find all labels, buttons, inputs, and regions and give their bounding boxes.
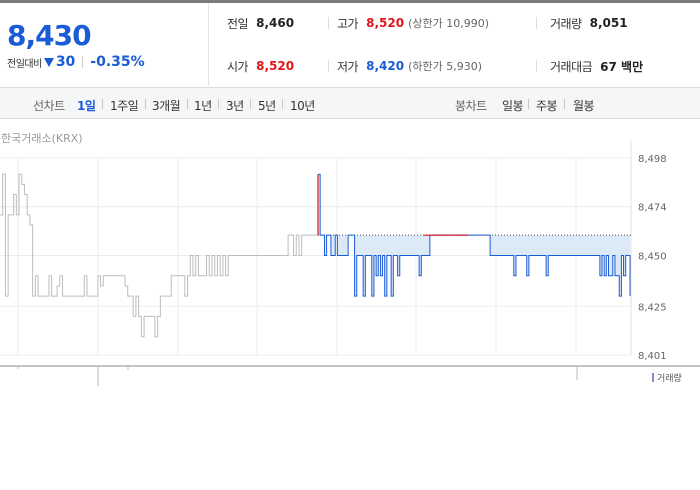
- period-monthly[interactable]: 월봉: [573, 99, 595, 113]
- stat-open: 시가 8,520: [227, 56, 294, 76]
- period-1w[interactable]: 1주일: [110, 99, 139, 113]
- change-row: 전일대비 30 -0.35%: [7, 54, 145, 70]
- stat-value: 8,520: [366, 16, 405, 30]
- divider: [82, 56, 84, 68]
- stat-label: 저가: [337, 59, 359, 74]
- period-5y[interactable]: 5년: [258, 99, 276, 113]
- line-chart-title: 선차트: [33, 99, 65, 113]
- period-1y[interactable]: 1년: [194, 99, 212, 113]
- y-tick-label: 8,474: [638, 203, 667, 214]
- divider: [536, 60, 537, 72]
- stat-high: 고가 8,520 (상한가 10,990): [337, 13, 489, 33]
- stat-value: 8,520: [256, 59, 295, 73]
- stat-value: 67 백만: [600, 59, 644, 74]
- period-selector: 선차트 1일 1주일 3개월 1년 3년 5년 10년 봉차트 일봉 주봉 월봉: [0, 87, 700, 119]
- period-weekly[interactable]: 주봉: [536, 99, 558, 113]
- divider: [282, 99, 283, 109]
- y-tick-label: 8,498: [638, 154, 667, 165]
- change-label: 전일대비: [7, 58, 42, 70]
- stat-volume: 거래량 8,051: [550, 13, 628, 33]
- period-1d[interactable]: 1일: [77, 99, 96, 113]
- divider: [250, 99, 251, 109]
- candle-chart-title: 봉차트: [455, 99, 487, 113]
- stat-label: 고가: [337, 16, 359, 31]
- period-10y[interactable]: 10년: [290, 99, 315, 113]
- stat-low: 저가 8,420 (하한가 5,930): [337, 56, 482, 76]
- divider: [528, 99, 529, 109]
- divider: [145, 99, 146, 109]
- period-daily[interactable]: 일봉: [502, 99, 524, 113]
- divider: [218, 99, 219, 109]
- top-border-line: [0, 0, 700, 3]
- change-rate: -0.35%: [90, 54, 145, 70]
- stat-label: 시가: [227, 59, 249, 74]
- divider: [328, 60, 329, 72]
- period-3y[interactable]: 3년: [226, 99, 244, 113]
- volume-legend-label: 거래량: [657, 372, 682, 384]
- divider: [187, 99, 188, 109]
- y-tick-label: 8,450: [638, 251, 667, 262]
- price-stats: 전일 8,460 고가 8,520 (상한가 10,990) 거래량 8,051…: [210, 3, 700, 86]
- stat-value: 8,051: [589, 16, 628, 30]
- change-value: 30: [55, 54, 76, 70]
- upper-limit: (상한가 10,990): [408, 17, 489, 30]
- y-tick-label: 8,401: [638, 351, 667, 362]
- price-summary: 8,430 전일대비 30 -0.35%: [0, 3, 209, 86]
- stat-label: 전일: [227, 16, 249, 31]
- stat-amount: 거래대금 67 백만: [550, 56, 643, 76]
- data-source-label: 한국거래소(KRX): [1, 132, 83, 145]
- volume-legend-swatch: [652, 373, 654, 382]
- divider: [564, 99, 565, 109]
- current-price: 8,430: [7, 19, 92, 52]
- period-3m[interactable]: 3개월: [152, 99, 181, 113]
- stat-prev-close: 전일 8,460: [227, 13, 294, 33]
- stat-value: 8,460: [256, 16, 295, 30]
- stat-label: 거래량: [550, 16, 582, 31]
- divider: [102, 99, 103, 109]
- stat-value: 8,420: [366, 59, 405, 73]
- series-line-prev: [0, 173, 318, 338]
- down-arrow-icon: [43, 57, 54, 67]
- stat-label: 거래대금: [550, 59, 593, 74]
- y-tick-label: 8,425: [638, 302, 667, 313]
- divider: [536, 17, 537, 29]
- lower-limit: (하한가 5,930): [408, 60, 482, 73]
- divider: [328, 17, 329, 29]
